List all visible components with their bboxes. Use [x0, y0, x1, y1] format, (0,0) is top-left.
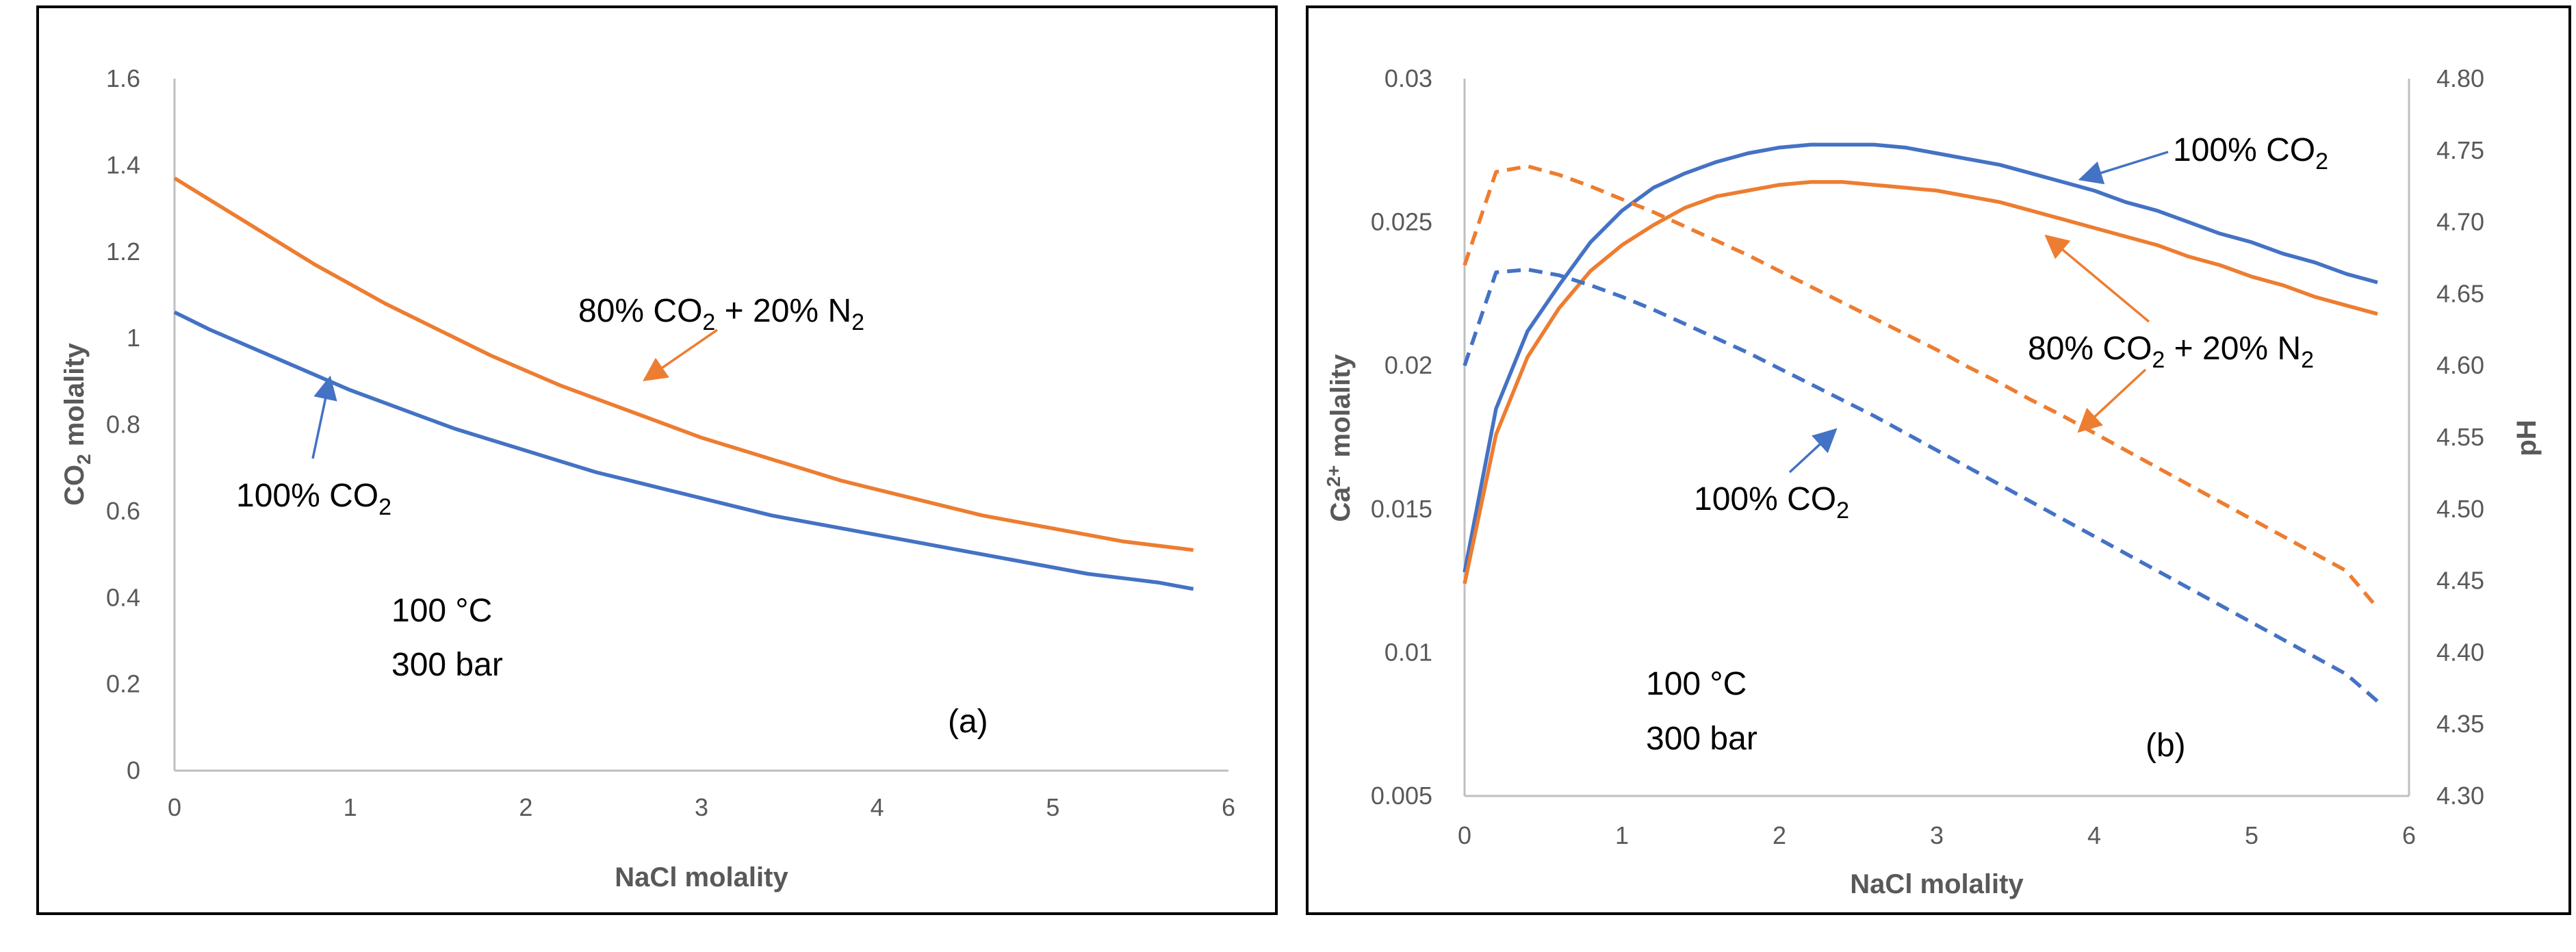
panel-b-series — [1463, 142, 2380, 703]
panel-a-x-tick-1: 1 — [344, 793, 357, 821]
panel-b-right-tick-5: 4.55 — [2436, 423, 2484, 451]
panel-b-right-tick-3: 4.45 — [2436, 567, 2484, 595]
panel-b-right-tick-2: 4.40 — [2436, 638, 2484, 666]
panel-a-x-axis-title: NaCl molality — [615, 862, 788, 892]
panel-b-x-tick-2: 2 — [1773, 821, 1786, 849]
panel-b-right-tick-10: 4.80 — [2436, 64, 2484, 92]
panel-a-x-tick-2: 2 — [519, 793, 532, 821]
panel-b-right-tick-4: 4.50 — [2436, 495, 2484, 523]
panel-a-y-tick-3: 0.6 — [106, 497, 140, 525]
panel-b-left-axis-title: Ca2+ molality — [1323, 354, 1356, 522]
panel-b-right-tick-1: 4.35 — [2436, 710, 2484, 738]
panel-a-annotation-temperature: 100 °C — [391, 593, 492, 629]
panel-b-annotation-temperature: 100 °C — [1646, 666, 1747, 702]
panel-a-x-tick-5: 5 — [1046, 793, 1059, 821]
panel-a-annotation-80co2: 80% CO2 + 20% N2 — [578, 293, 864, 335]
panel-a-x-tick-4: 4 — [871, 793, 884, 821]
panel-a-y-tick-1: 0.2 — [106, 670, 140, 698]
panel-b-right-tick-6: 4.60 — [2436, 351, 2484, 379]
panel-a-x-tick-3: 3 — [695, 793, 708, 821]
panel-b-series-100co2-ph-line — [1463, 268, 2379, 703]
panel-b-arrow-80co2-ca — [2044, 234, 2150, 323]
panel-a-y-tick-5: 1 — [127, 324, 140, 352]
panel-a-y-tick-8: 1.6 — [106, 64, 140, 92]
panel-b-frame — [1306, 5, 2571, 915]
panel-b-series-80co2-ca-line — [1463, 180, 2378, 584]
panel-a-y-tick-0: 0 — [127, 756, 140, 784]
panel-b-arrow-80co2-ph — [2077, 368, 2147, 433]
panel-a-ticks: 0 1 2 3 4 5 6 0 0.2 0.4 0.6 0.8 1 1.2 1.4 1.6 — [106, 64, 1235, 821]
panel-b-arrow-100co2-ph — [1788, 428, 1838, 474]
panel-b-annotation-80co2: 80% CO2 + 20% N2 — [2028, 331, 2314, 373]
panel-a-annotation-100co2: 100% CO2 — [236, 478, 391, 520]
panel-b-annotation-100co2-ph: 100% CO2 — [1694, 481, 1849, 524]
panel-b-right-tick-9: 4.75 — [2436, 136, 2484, 164]
panel-b: 0 1 2 3 4 5 6 0.005 0.01 0.015 0.02 0.025 0.03 4.30 4.… — [1306, 5, 2571, 915]
panel-b-x-axis-title: NaCl molality — [1850, 869, 2024, 899]
panel-b-x-tick-5: 5 — [2245, 821, 2258, 849]
panel-b-left-tick-3: 0.02 — [1384, 351, 1432, 379]
panel-a-annotation-pressure: 300 bar — [391, 647, 503, 683]
panel-b-series-80co2-ph-line — [1463, 164, 2380, 610]
panel-a-y-tick-4: 0.8 — [106, 411, 140, 439]
panel-a-series — [173, 176, 1194, 591]
panel-a-y-tick-2: 0.4 — [106, 583, 140, 611]
panel-b-x-tick-3: 3 — [1930, 821, 1944, 849]
panel-a-x-tick-6: 6 — [1222, 793, 1235, 821]
panel-b-x-tick-4: 4 — [2087, 821, 2101, 849]
panel-b-right-axis-title: pH — [2512, 420, 2542, 456]
panel-b-arrow-100co2-ca — [2078, 151, 2169, 185]
panel-a-y-axis-title: CO2 molality — [60, 342, 94, 506]
panel-b-left-tick-1: 0.01 — [1384, 638, 1432, 666]
panel-b-x-tick-0: 0 — [1458, 821, 1471, 849]
panel-b-left-tick-2: 0.015 — [1371, 495, 1432, 523]
panel-b-x-tick-1: 1 — [1615, 821, 1629, 849]
panel-b-right-tick-0: 4.30 — [2436, 782, 2484, 810]
panel-a-y-tick-6: 1.2 — [106, 237, 140, 266]
panel-b-right-tick-8: 4.70 — [2436, 208, 2484, 236]
panel-a-x-tick-0: 0 — [168, 793, 181, 821]
panel-b-x-tick-6: 6 — [2402, 821, 2416, 849]
panel-b-left-tick-0: 0.005 — [1371, 782, 1432, 810]
panel-b-left-tick-5: 0.03 — [1384, 64, 1432, 92]
panel-a-arrow-80co2 — [643, 329, 718, 381]
panel-a: 0 1 2 3 4 5 6 0 0.2 0.4 0.6 0.8 1 1.2 1.4 1.6 NaCl mola… — [36, 5, 1278, 915]
panel-b-annotation-pressure: 300 bar — [1646, 721, 1757, 757]
panel-a-series-80co2-line — [173, 176, 1194, 552]
panel-b-annotation-100co2-ca: 100% CO2 — [2173, 132, 2328, 175]
panel-b-label: (b) — [2146, 728, 2186, 764]
panel-a-y-tick-7: 1.4 — [106, 151, 140, 179]
panel-a-label: (a) — [948, 704, 988, 740]
panel-b-right-tick-7: 4.65 — [2436, 279, 2484, 307]
panel-b-left-tick-4: 0.025 — [1371, 208, 1432, 236]
panel-a-series-100co2-line — [173, 310, 1194, 591]
panel-a-arrow-100co2 — [311, 375, 337, 459]
panel-b-ticks: 0 1 2 3 4 5 6 0.005 0.01 0.015 0.02 0.025 0.03 4.30 4.… — [1371, 64, 2484, 849]
panel-a-frame — [36, 5, 1278, 915]
panel-b-series-100co2-ca-line — [1463, 142, 2378, 573]
